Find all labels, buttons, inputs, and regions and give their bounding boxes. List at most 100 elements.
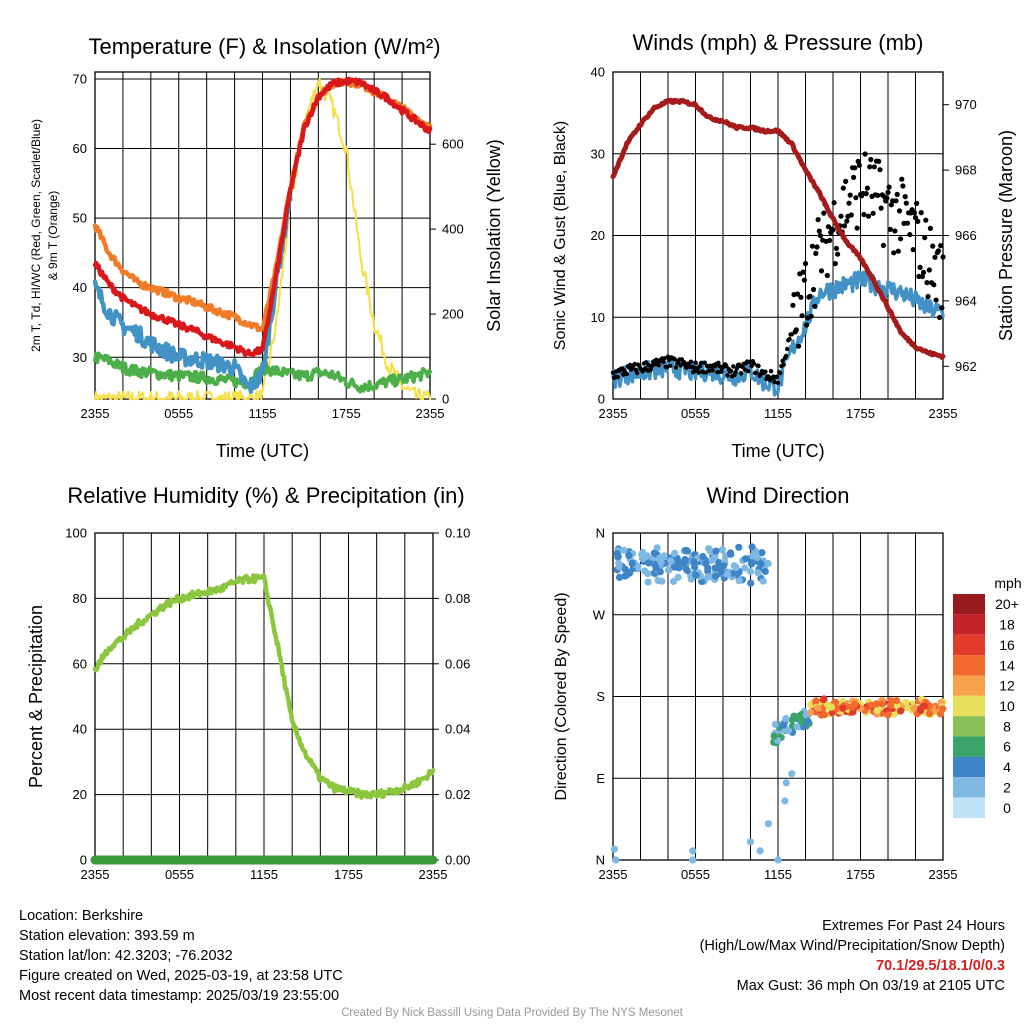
wind-direction-point — [770, 732, 778, 740]
gust-point — [731, 364, 736, 369]
wind-direction-point — [645, 559, 653, 567]
gust-point — [756, 363, 761, 369]
wind-direction-point — [761, 567, 769, 576]
wind-direction-point — [887, 697, 895, 705]
gust-point — [927, 225, 934, 231]
x-tick-label: 1155 — [764, 406, 792, 421]
y-tick-label: 70 — [73, 71, 87, 86]
wind-direction-point — [893, 702, 901, 710]
gust-point — [868, 156, 874, 163]
gust-point — [710, 368, 715, 373]
wind-direction-point — [704, 564, 712, 572]
temperature-title: Temperature (F) & Insolation (W/m²) — [88, 34, 440, 59]
wind-direction-point — [691, 563, 699, 571]
gust-point — [801, 277, 808, 283]
x-tick-label: 0555 — [164, 406, 193, 421]
gust-point — [846, 200, 852, 206]
gust-point — [778, 370, 783, 376]
wind-direction-point — [669, 577, 678, 586]
y2-tick-label: 970 — [955, 97, 977, 112]
gust-point — [774, 374, 780, 379]
wind-direction-point — [884, 711, 892, 719]
gust-point — [852, 165, 858, 171]
wind-direction-point — [704, 573, 712, 581]
gust-point — [875, 192, 881, 198]
gust-point — [634, 370, 640, 376]
gust-point — [793, 327, 799, 333]
gust-point — [922, 235, 928, 241]
wind-direction-point — [741, 564, 749, 572]
gust-point — [902, 194, 908, 200]
wind-direction-point — [657, 558, 665, 567]
y-tick-label: 60 — [73, 656, 87, 671]
gust-point — [937, 314, 943, 321]
gust-point — [938, 243, 944, 249]
y2-tick-label: 0.02 — [445, 787, 470, 802]
gust-point — [835, 251, 841, 257]
wind-direction-point — [848, 703, 856, 711]
gust-point — [672, 357, 678, 362]
x-tick-label: 1155 — [764, 867, 792, 882]
gust-point — [693, 360, 698, 365]
gust-point — [925, 293, 931, 300]
gust-point — [933, 297, 939, 303]
wind-direction-point — [798, 718, 806, 726]
gust-point — [914, 200, 920, 206]
x-tick-label: 1755 — [334, 867, 363, 882]
wind-direction-point — [812, 697, 820, 705]
credit-text: Created By Nick Bassill Using Data Provi… — [341, 1007, 683, 1019]
temperature-ylabel-line1: 2m T, Td, HI/WC (Red, Green, Scarlet/Blu… — [29, 119, 43, 352]
gust-point — [911, 210, 918, 216]
gust-point — [646, 363, 651, 368]
wind-direction-point — [804, 717, 812, 726]
legend-label: 18 — [999, 617, 1015, 633]
humidity-title: Relative Humidity (%) & Precipitation (i… — [67, 483, 464, 508]
x-tick-label: 2355 — [599, 406, 628, 421]
wind-direction-point — [718, 546, 727, 554]
gust-point — [880, 242, 887, 248]
x-tick-label: 0555 — [681, 406, 710, 421]
station-info: Location: Berkshire Station elevation: 3… — [19, 906, 343, 1006]
y2-tick-label: 0.06 — [445, 656, 470, 671]
gust-point — [785, 346, 790, 352]
gust-point — [813, 250, 819, 256]
wind-direction-point — [729, 569, 737, 577]
wind-direction-point — [650, 549, 659, 557]
gust-point — [851, 174, 857, 180]
wind-direction-point — [720, 562, 728, 570]
y-tick-label: 80 — [73, 591, 87, 606]
wind-direction-point — [771, 720, 779, 729]
wind-direction-point — [893, 697, 901, 705]
legend-label: 12 — [999, 678, 1015, 694]
gust-point — [728, 368, 734, 374]
gust-point — [703, 370, 708, 375]
wind-direction-point — [788, 716, 796, 724]
y-tick-label: 20 — [73, 787, 87, 802]
legend-label: 14 — [999, 657, 1015, 673]
winds-ylabel: Sonic Wind & Gust (Blue, Black) — [552, 121, 569, 350]
wind-direction-point — [748, 552, 757, 560]
gust-point — [832, 261, 838, 267]
legend-label: 2 — [1003, 779, 1011, 795]
wind-direction-point — [706, 547, 715, 555]
legend-swatch — [953, 797, 985, 818]
humidity-ylabel: Percent & Precipitation — [26, 605, 46, 788]
wind-direction-outlier — [774, 856, 782, 864]
y-tick-label: E — [596, 771, 605, 786]
gust-point — [799, 313, 805, 319]
temperature-xlabel: Time (UTC) — [216, 441, 309, 461]
y-tick-label: 40 — [73, 280, 87, 295]
legend-swatch — [953, 594, 985, 615]
gust-point — [932, 254, 938, 260]
gust-point — [887, 226, 893, 232]
wind-direction-point — [628, 559, 636, 568]
wind-direction-point — [747, 579, 755, 587]
y-tick-label: 0 — [80, 853, 87, 868]
legend-label: 6 — [1003, 739, 1011, 755]
wind-direction-point — [620, 546, 628, 555]
wind-direction-point — [936, 710, 945, 718]
gust-point — [844, 218, 850, 224]
gust-point — [910, 247, 916, 253]
